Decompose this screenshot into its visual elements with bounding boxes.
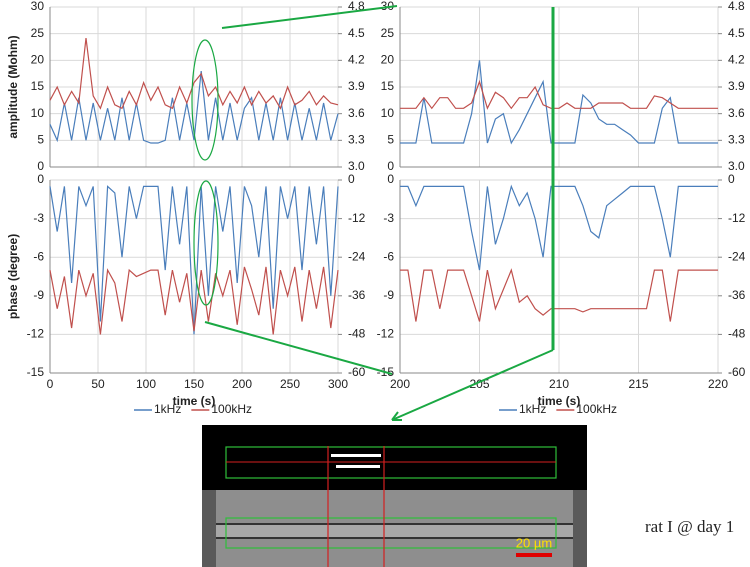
y-tick-label: -12 — [377, 327, 395, 341]
y2-tick-label: -12 — [348, 211, 366, 225]
x-tick-label: 200 — [390, 377, 410, 391]
x-tick-label: 150 — [184, 377, 204, 391]
x-tick-label: 215 — [628, 377, 648, 391]
y-tick-label: 0 — [37, 172, 44, 186]
x-tick-label: 250 — [280, 377, 300, 391]
y-tick-label: 5 — [37, 133, 44, 147]
y2-tick-label: 3.3 — [728, 133, 745, 147]
scale-label: 20 µm — [516, 535, 552, 550]
y-tick-label: 10 — [31, 106, 45, 120]
cell-blob — [336, 465, 380, 468]
y2-tick-label: -48 — [728, 327, 746, 341]
y2-tick-label: -12 — [728, 211, 746, 225]
caption: rat I @ day 1 — [645, 517, 734, 536]
roi-box — [225, 517, 557, 549]
y-tick-label: 0 — [37, 159, 44, 173]
cell-blob — [331, 454, 381, 457]
y2-tick-label: 4.5 — [728, 26, 745, 40]
highlight-ellipse — [193, 180, 219, 306]
zoom-line — [204, 321, 393, 375]
y-axis-title: amplitude (Mohm) — [6, 35, 20, 138]
series-line — [400, 268, 718, 322]
highlight-ellipse — [191, 39, 219, 161]
y2-tick-label: 4.2 — [348, 53, 365, 67]
edge — [573, 490, 587, 567]
y2-tick-label: 3.6 — [728, 106, 745, 120]
arrow — [391, 349, 554, 421]
y-tick-label: -6 — [33, 249, 44, 263]
y2-tick-label: -36 — [728, 288, 746, 302]
y-tick-label: 5 — [387, 133, 394, 147]
arrow-head — [391, 411, 402, 421]
y2-tick-label: -24 — [728, 249, 746, 263]
y2-tick-label: 0 — [728, 172, 735, 186]
y-tick-label: -9 — [383, 288, 394, 302]
y2-tick-label: 3.9 — [348, 79, 365, 93]
y-tick-label: 10 — [381, 106, 395, 120]
y-tick-label: -3 — [33, 211, 44, 225]
x-tick-label: 300 — [328, 377, 348, 391]
y2-tick-label: -24 — [348, 249, 366, 263]
y-tick-label: -9 — [33, 288, 44, 302]
y2-tick-label: 4.8 — [728, 0, 745, 13]
series-line — [49, 266, 339, 335]
threshold-image — [202, 425, 587, 490]
y-tick-label: 30 — [31, 0, 45, 13]
x-tick-label: 100 — [136, 377, 156, 391]
x-axis-title: time (s) — [173, 394, 216, 408]
y-tick-label: 25 — [381, 26, 395, 40]
micrograph: 20 µm — [202, 425, 587, 567]
x-axis-title: time (s) — [538, 394, 581, 408]
legend-label: 1kHz — [154, 402, 181, 416]
y2-tick-label: 4.2 — [728, 53, 745, 67]
series-line — [400, 184, 718, 271]
y2-tick-label: 3.9 — [728, 79, 745, 93]
y-tick-label: 20 — [31, 53, 45, 67]
series-line — [49, 185, 339, 335]
y2-tick-label: -60 — [728, 365, 746, 379]
y2-tick-label: -36 — [348, 288, 366, 302]
y-tick-label: 20 — [381, 53, 395, 67]
series-line — [400, 79, 718, 110]
y-tick-label: -6 — [383, 249, 394, 263]
legend-label: 100kHz — [576, 402, 617, 416]
x-tick-label: 210 — [549, 377, 569, 391]
y2-tick-label: 3.0 — [728, 159, 745, 173]
y2-tick-label: 3.0 — [348, 159, 365, 173]
x-tick-label: 50 — [91, 377, 105, 391]
series-line — [49, 70, 339, 144]
edge — [202, 490, 216, 567]
legend-label: 1kHz — [519, 402, 546, 416]
x-tick-label: 200 — [232, 377, 252, 391]
channel — [216, 524, 573, 538]
y-tick-label: 15 — [381, 79, 395, 93]
y-tick-label: -12 — [27, 327, 45, 341]
y2-tick-label: 0 — [348, 172, 355, 186]
y2-tick-label: 3.6 — [348, 106, 365, 120]
y-tick-label: 0 — [387, 159, 394, 173]
annotations — [191, 5, 555, 421]
y2-tick-label: -60 — [348, 365, 366, 379]
y-tick-label: 25 — [31, 26, 45, 40]
y2-tick-label: 4.5 — [348, 26, 365, 40]
series-line — [400, 60, 718, 145]
zoom-line — [221, 5, 398, 29]
legend-label: 100kHz — [211, 402, 252, 416]
x-tick-label: 0 — [47, 377, 54, 391]
y2-tick-label: -48 — [348, 327, 366, 341]
y-tick-label: -3 — [383, 211, 394, 225]
scale-bar — [516, 553, 552, 557]
y-tick-label: 0 — [387, 172, 394, 186]
y-axis-title: phase (degree) — [6, 234, 20, 319]
y-tick-label: -15 — [27, 365, 45, 379]
y2-tick-label: 3.3 — [348, 133, 365, 147]
y-tick-label: 15 — [31, 79, 45, 93]
series-line — [49, 38, 339, 110]
charts: 0 5 10 15 20 25 30 3.0 3.3 3.6 3.9 4.2 4.5 4.8 amplitu… — [6, 0, 745, 416]
x-tick-label: 220 — [708, 377, 728, 391]
